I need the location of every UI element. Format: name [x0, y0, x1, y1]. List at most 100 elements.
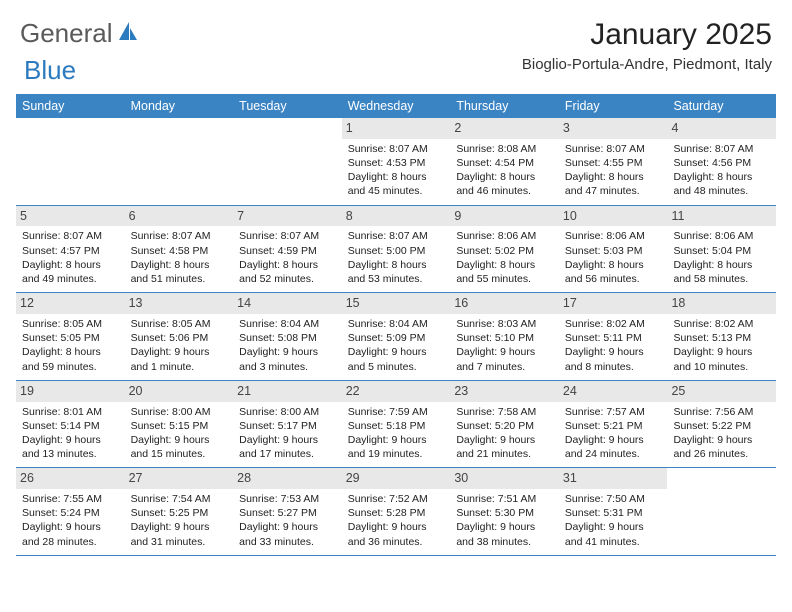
sunrise-text: Sunrise: 7:57 AM — [565, 405, 662, 419]
sunset-text: Sunset: 4:59 PM — [239, 244, 336, 258]
day-cell: 1Sunrise: 8:07 AMSunset: 4:53 PMDaylight… — [342, 118, 451, 205]
day-cell: 4Sunrise: 8:07 AMSunset: 4:56 PMDaylight… — [667, 118, 776, 205]
day-cell: 31 Sunrise: 7:50 AMSunset: 5:31 PMDayligh… — [559, 468, 668, 555]
day-number: 9 — [450, 206, 559, 227]
daylight-text: Daylight: 8 hours and 47 minutes. — [565, 170, 662, 198]
day-number: 31 — [559, 468, 668, 489]
daylight-text: Daylight: 9 hours and 3 minutes. — [239, 345, 336, 373]
sunset-text: Sunset: 5:11 PM — [565, 331, 662, 345]
daylight-text: Daylight: 9 hours and 38 minutes. — [456, 520, 553, 548]
daylight-text: Daylight: 9 hours and 21 minutes. — [456, 433, 553, 461]
day-cell: 6Sunrise: 8:07 AMSunset: 4:58 PMDaylight… — [125, 206, 234, 293]
sunrise-text: Sunrise: 8:00 AM — [239, 405, 336, 419]
day-info: Sunrise: 8:01 AMSunset: 5:14 PMDaylight:… — [22, 405, 119, 462]
day-number: 7 — [233, 206, 342, 227]
day-info: Sunrise: 7:56 AMSunset: 5:22 PMDaylight:… — [673, 405, 770, 462]
day-number: 2 — [450, 118, 559, 139]
sunset-text: Sunset: 5:18 PM — [348, 419, 445, 433]
sunset-text: Sunset: 5:04 PM — [673, 244, 770, 258]
sunset-text: Sunset: 5:21 PM — [565, 419, 662, 433]
day-info: Sunrise: 8:06 AMSunset: 5:03 PMDaylight:… — [565, 229, 662, 286]
sunrise-text: Sunrise: 7:50 AM — [565, 492, 662, 506]
sunset-text: Sunset: 5:28 PM — [348, 506, 445, 520]
day-number: 25 — [667, 381, 776, 402]
sunrise-text: Sunrise: 7:59 AM — [348, 405, 445, 419]
day-info: Sunrise: 8:07 AMSunset: 5:00 PMDaylight:… — [348, 229, 445, 286]
day-cell: 25 Sunrise: 7:56 AMSunset: 5:22 PMDayligh… — [667, 381, 776, 468]
logo: General — [16, 18, 141, 49]
daylight-text: Daylight: 9 hours and 28 minutes. — [22, 520, 119, 548]
day-number: 8 — [342, 206, 451, 227]
sunrise-text: Sunrise: 7:56 AM — [673, 405, 770, 419]
weekday-wed: Wednesday — [342, 94, 451, 118]
sunrise-text: Sunrise: 7:54 AM — [131, 492, 228, 506]
sunrise-text: Sunrise: 8:07 AM — [673, 142, 770, 156]
day-cell: 7Sunrise: 8:07 AMSunset: 4:59 PMDaylight… — [233, 206, 342, 293]
day-info: Sunrise: 7:50 AMSunset: 5:31 PMDaylight:… — [565, 492, 662, 549]
sunset-text: Sunset: 5:15 PM — [131, 419, 228, 433]
sunrise-text: Sunrise: 8:07 AM — [348, 142, 445, 156]
day-info: Sunrise: 8:08 AMSunset: 4:54 PMDaylight:… — [456, 142, 553, 199]
day-cell: 16Sunrise: 8:03 AMSunset: 5:10 PMDayligh… — [450, 293, 559, 380]
day-info: Sunrise: 8:07 AMSunset: 4:57 PMDaylight:… — [22, 229, 119, 286]
day-info: Sunrise: 8:07 AMSunset: 4:58 PMDaylight:… — [131, 229, 228, 286]
sunrise-text: Sunrise: 8:05 AM — [131, 317, 228, 331]
day-cell: 5Sunrise: 8:07 AMSunset: 4:57 PMDaylight… — [16, 206, 125, 293]
daylight-text: Daylight: 9 hours and 1 minute. — [131, 345, 228, 373]
sunrise-text: Sunrise: 8:06 AM — [673, 229, 770, 243]
daylight-text: Daylight: 8 hours and 46 minutes. — [456, 170, 553, 198]
month-title: January 2025 — [522, 18, 772, 52]
sunset-text: Sunset: 4:55 PM — [565, 156, 662, 170]
day-info: Sunrise: 8:07 AMSunset: 4:55 PMDaylight:… — [565, 142, 662, 199]
day-info: Sunrise: 7:53 AMSunset: 5:27 PMDaylight:… — [239, 492, 336, 549]
day-number: 20 — [125, 381, 234, 402]
day-info: Sunrise: 7:54 AMSunset: 5:25 PMDaylight:… — [131, 492, 228, 549]
day-number: 22 — [342, 381, 451, 402]
day-number: 17 — [559, 293, 668, 314]
sunrise-text: Sunrise: 8:07 AM — [348, 229, 445, 243]
week-row: 19 Sunrise: 8:01 AMSunset: 5:14 PMDayligh… — [16, 381, 776, 469]
sunrise-text: Sunrise: 8:04 AM — [348, 317, 445, 331]
day-cell: 19 Sunrise: 8:01 AMSunset: 5:14 PMDayligh… — [16, 381, 125, 468]
day-cell: 21Sunrise: 8:00 AMSunset: 5:17 PMDayligh… — [233, 381, 342, 468]
daylight-text: Daylight: 8 hours and 53 minutes. — [348, 258, 445, 286]
sunset-text: Sunset: 4:58 PM — [131, 244, 228, 258]
sunset-text: Sunset: 5:20 PM — [456, 419, 553, 433]
sunset-text: Sunset: 5:03 PM — [565, 244, 662, 258]
day-info: Sunrise: 8:04 AMSunset: 5:08 PMDaylight:… — [239, 317, 336, 374]
daylight-text: Daylight: 8 hours and 58 minutes. — [673, 258, 770, 286]
sunrise-text: Sunrise: 8:07 AM — [565, 142, 662, 156]
day-cell: 18Sunrise: 8:02 AMSunset: 5:13 PMDayligh… — [667, 293, 776, 380]
sunset-text: Sunset: 5:17 PM — [239, 419, 336, 433]
day-number: 28 — [233, 468, 342, 489]
sunset-text: Sunset: 5:31 PM — [565, 506, 662, 520]
daylight-text: Daylight: 9 hours and 8 minutes. — [565, 345, 662, 373]
day-cell — [233, 118, 342, 205]
day-cell — [667, 468, 776, 555]
day-number: 19 — [16, 381, 125, 402]
title-block: January 2025 Bioglio-Portula-Andre, Pied… — [522, 18, 776, 73]
sunset-text: Sunset: 5:14 PM — [22, 419, 119, 433]
sunrise-text: Sunrise: 7:53 AM — [239, 492, 336, 506]
day-cell: 10Sunrise: 8:06 AMSunset: 5:03 PMDayligh… — [559, 206, 668, 293]
day-info: Sunrise: 8:04 AMSunset: 5:09 PMDaylight:… — [348, 317, 445, 374]
daylight-text: Daylight: 9 hours and 5 minutes. — [348, 345, 445, 373]
logo-text-1: General — [20, 18, 113, 49]
day-info: Sunrise: 8:05 AMSunset: 5:05 PMDaylight:… — [22, 317, 119, 374]
day-cell: 12Sunrise: 8:05 AMSunset: 5:05 PMDayligh… — [16, 293, 125, 380]
weekday-tue: Tuesday — [233, 94, 342, 118]
day-info: Sunrise: 8:02 AMSunset: 5:11 PMDaylight:… — [565, 317, 662, 374]
day-number: 16 — [450, 293, 559, 314]
daylight-text: Daylight: 9 hours and 24 minutes. — [565, 433, 662, 461]
sunset-text: Sunset: 5:09 PM — [348, 331, 445, 345]
day-number: 15 — [342, 293, 451, 314]
sunset-text: Sunset: 5:02 PM — [456, 244, 553, 258]
day-number: 4 — [667, 118, 776, 139]
day-number: 1 — [342, 118, 451, 139]
day-cell: 22Sunrise: 7:59 AMSunset: 5:18 PMDayligh… — [342, 381, 451, 468]
logo-sail-icon — [117, 20, 139, 47]
day-cell: 9Sunrise: 8:06 AMSunset: 5:02 PMDaylight… — [450, 206, 559, 293]
daylight-text: Daylight: 9 hours and 7 minutes. — [456, 345, 553, 373]
daylight-text: Daylight: 9 hours and 15 minutes. — [131, 433, 228, 461]
day-cell: 14Sunrise: 8:04 AMSunset: 5:08 PMDayligh… — [233, 293, 342, 380]
